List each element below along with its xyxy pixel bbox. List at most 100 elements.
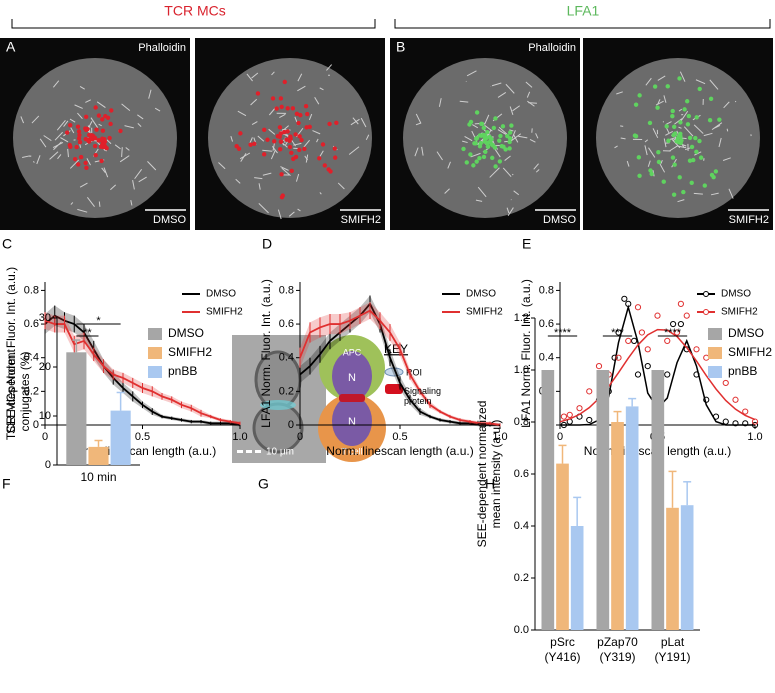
bar [651,370,665,630]
bar [625,406,639,630]
actin [277,209,282,220]
line [299,302,500,426]
point [625,337,632,344]
actin [722,157,731,161]
legend-label: SMIFH2 [168,345,212,359]
cluster [671,124,677,129]
cluster [248,142,253,147]
y-tick-label: 0 [45,459,51,471]
actin [647,160,651,167]
cluster [332,146,337,151]
bar [110,410,131,465]
cluster [68,122,73,128]
legend-swatch [148,328,162,340]
y-axis-label: SEE-dependent [4,348,18,433]
scale-label: 10 μm [266,447,294,458]
point [638,329,646,336]
legend-swatch [708,328,722,340]
legend-label: DMSO [168,326,204,340]
cluster [708,96,714,102]
category-sublabel: (Y416) [544,650,580,664]
actin [365,134,370,141]
cluster [670,108,675,114]
line [44,314,241,426]
actin [270,150,276,160]
actin [271,71,275,76]
cluster [100,128,106,133]
x-tick-label: 0.5 [392,431,407,443]
actin [280,166,289,171]
cluster [322,163,328,168]
actin [535,169,540,173]
actin [281,167,291,177]
point [644,346,651,353]
cluster [288,135,293,141]
actin [114,144,121,150]
cluster [305,111,310,117]
point [664,337,671,344]
actin [713,125,721,129]
actin [69,118,76,123]
actin [297,73,303,82]
x-tick-label: 0.5 [135,431,150,443]
cluster [100,117,105,122]
actin [57,154,62,160]
actin [337,182,345,190]
actin [79,182,88,188]
actin [489,167,500,178]
bar [88,446,109,465]
y-tick-label: 1.0 [514,364,529,376]
actin [711,122,723,131]
y-tick-label: 1.2 [514,312,529,324]
actin [132,180,135,190]
x-tick-label: 0 [557,431,563,443]
point [693,371,700,378]
actin [679,71,686,82]
y-tick-label: 0.8 [539,284,554,296]
actin [510,133,522,142]
point [693,346,700,353]
actin [98,123,102,127]
actin [316,138,319,143]
cluster [302,146,307,152]
actin [415,122,422,126]
cluster [497,138,502,143]
cluster [678,134,683,139]
panel-letter: E [522,236,531,252]
actin [447,161,451,169]
actin [319,87,324,91]
cluster [297,134,302,139]
cluster [678,120,683,125]
cluster [484,140,490,146]
actin [29,155,32,157]
actin [464,135,473,142]
y-tick-label: 0.4 [24,352,39,364]
legend-label: DMSO [466,289,496,300]
actin [70,202,74,205]
actin [677,199,685,203]
y-tick-label: 0.8 [279,284,294,296]
actin [694,151,702,156]
actin [693,124,704,134]
cluster [334,120,339,126]
cluster [707,118,713,123]
cluster [649,171,654,177]
actin [56,120,66,131]
cluster [282,129,287,135]
point [673,329,681,336]
cluster [278,139,284,144]
cluster [717,117,722,122]
actin [663,95,667,103]
actin [535,133,539,139]
cluster [274,106,279,111]
cluster [686,113,692,119]
actin [254,177,263,180]
legend-label: DMSO [721,289,751,300]
actin [491,82,502,87]
x-tick-label: 1.0 [492,431,507,443]
cell-label: N [348,372,356,384]
actin [288,211,295,217]
point [644,363,651,370]
cluster [297,147,302,153]
cluster [75,124,81,129]
